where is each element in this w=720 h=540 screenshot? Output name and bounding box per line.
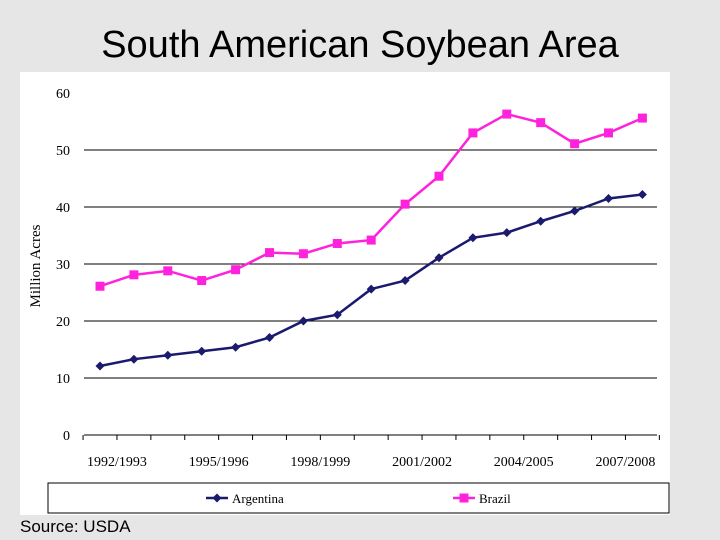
data-point xyxy=(400,199,410,209)
y-axis-title: Million Acres xyxy=(28,224,44,307)
y-tick-label: 30 xyxy=(56,258,70,273)
y-tick-label: 60 xyxy=(56,87,70,102)
line-chart: 0 10 20 30 40 50 60 1992/1993 1995/1996 1998/199… xyxy=(28,87,670,514)
data-point xyxy=(197,346,207,356)
data-point xyxy=(434,253,444,263)
data-point xyxy=(536,118,546,128)
data-point xyxy=(502,109,512,119)
x-tick-label: 1992/1993 xyxy=(87,455,147,470)
data-point xyxy=(570,206,580,216)
data-point xyxy=(468,128,478,138)
grid-lines xyxy=(84,92,657,379)
data-point xyxy=(400,276,410,286)
data-point xyxy=(265,248,274,258)
data-point xyxy=(604,128,613,138)
legend-marker xyxy=(212,493,222,503)
legend: Argentina Brazil xyxy=(47,482,670,514)
x-tick-label: 2007/2008 xyxy=(596,455,656,470)
source-note: Source: USDA xyxy=(20,517,131,536)
chart-area: 0 10 20 30 40 50 60 1992/1993 1995/1996 1998/199… xyxy=(20,72,670,515)
x-tick-label: 2001/2002 xyxy=(392,455,452,470)
data-point xyxy=(332,310,342,320)
slide-title: South American Soybean Area xyxy=(101,24,619,66)
data-point xyxy=(604,193,613,203)
legend-item-brazil: Brazil xyxy=(453,491,511,506)
data-point xyxy=(95,281,105,291)
data-point xyxy=(637,189,647,199)
data-point xyxy=(265,333,274,343)
legend-label: Argentina xyxy=(232,491,284,506)
data-point xyxy=(298,249,308,259)
series-lines xyxy=(95,109,647,371)
data-point xyxy=(163,266,173,276)
y-tick-label: 40 xyxy=(56,201,70,216)
data-point xyxy=(298,316,308,326)
data-point xyxy=(231,342,241,352)
data-point xyxy=(366,284,376,294)
legend-box xyxy=(47,482,670,514)
data-point xyxy=(163,350,173,360)
x-tick-label: 1995/1996 xyxy=(189,455,249,470)
data-point xyxy=(129,354,139,364)
y-tick-label: 20 xyxy=(56,315,70,330)
legend-item-argentina: Argentina xyxy=(206,491,284,506)
legend-label: Brazil xyxy=(479,491,511,506)
series-argentina xyxy=(95,189,647,371)
series-line xyxy=(99,112,643,288)
data-point xyxy=(332,238,342,248)
x-tick-label: 1998/1999 xyxy=(290,455,350,470)
y-tick-label: 10 xyxy=(56,372,70,387)
data-point xyxy=(95,361,105,371)
series-line xyxy=(99,193,643,368)
data-point xyxy=(637,113,647,123)
data-point xyxy=(536,216,546,226)
data-point xyxy=(468,233,478,243)
data-point xyxy=(231,265,241,275)
data-point xyxy=(366,235,376,245)
data-point xyxy=(197,276,207,286)
y-tick-label: 0 xyxy=(63,429,70,444)
x-tick-label: 2004/2005 xyxy=(494,455,554,470)
x-axis: 1992/1993 1995/1996 1998/1999 2001/2002 2004… xyxy=(82,434,660,470)
legend-marker xyxy=(459,493,469,503)
data-point xyxy=(434,171,444,181)
data-point xyxy=(570,139,580,149)
series-brazil xyxy=(95,109,647,291)
y-tick-label: 50 xyxy=(56,144,70,159)
data-point xyxy=(129,270,139,280)
y-axis-ticks: 0 10 20 30 40 50 60 xyxy=(56,87,70,444)
data-point xyxy=(502,228,512,238)
